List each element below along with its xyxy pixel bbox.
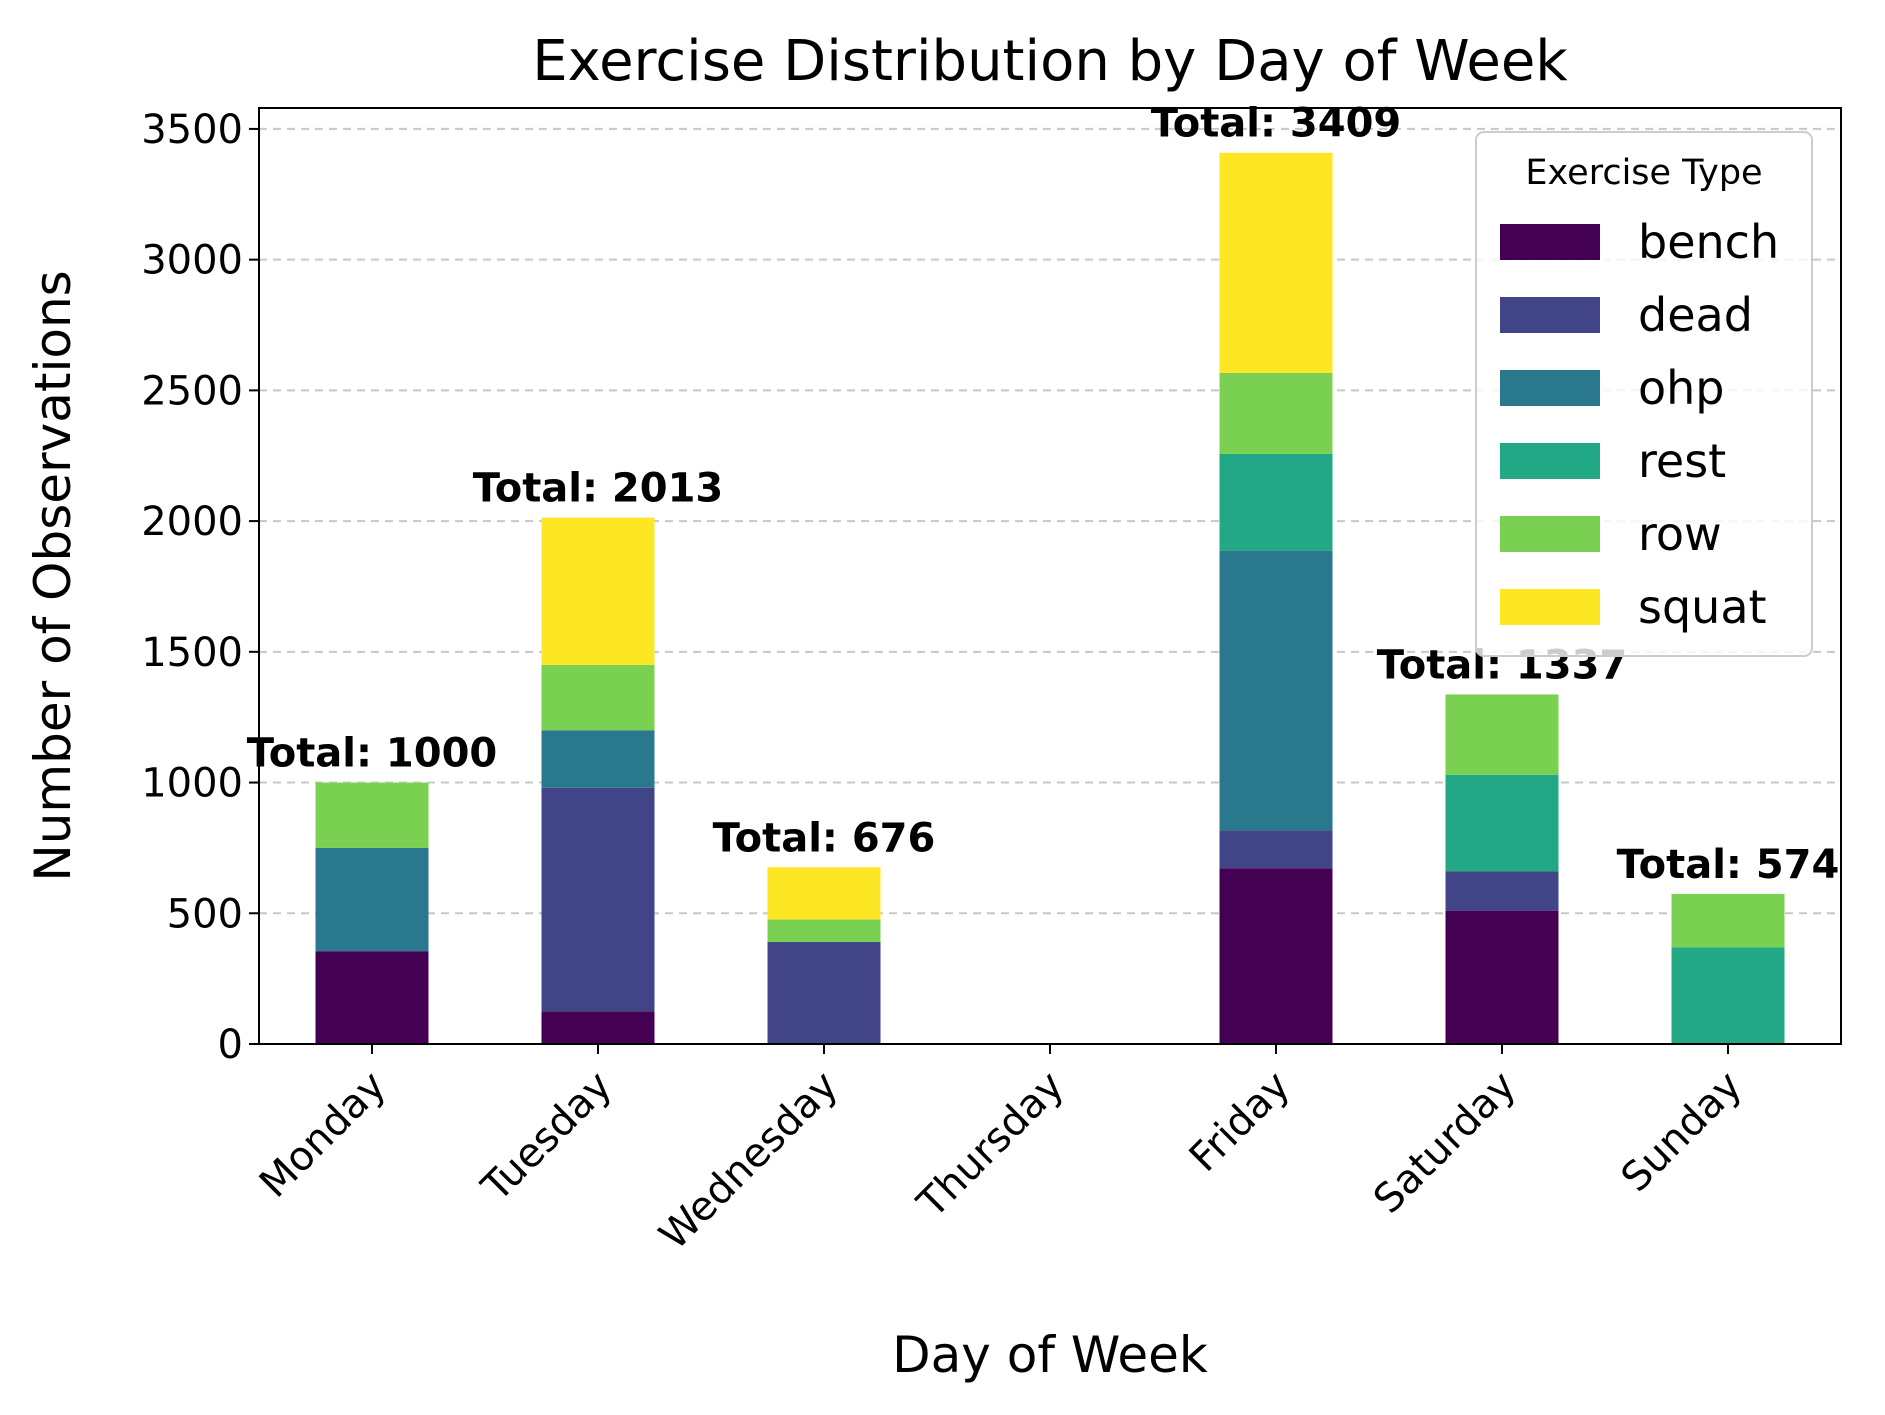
legend-label-row: row [1638,507,1722,561]
bar-segment-squat-tuesday [541,517,655,665]
bar-segment-rest-saturday [1445,774,1559,872]
legend-swatch-rest [1500,443,1600,479]
bar-segment-row-saturday [1445,694,1559,775]
bar-segment-rest-friday [1219,453,1333,551]
total-label: Total: 574 [1617,842,1840,888]
y-tick-label: 2000 [141,499,243,545]
y-tick-label: 1500 [141,630,243,676]
y-tick-label: 500 [167,891,243,937]
bar-segment-dead-friday [1219,830,1333,869]
bar-segment-squat-friday [1219,152,1333,373]
y-tick-label: 0 [218,1022,243,1068]
legend-label-ohp: ohp [1638,361,1725,415]
legend-swatch-bench [1500,224,1600,260]
total-label: Total: 676 [713,815,936,861]
bar-segment-dead-wednesday [767,942,881,1044]
legend-swatch-ohp [1500,370,1600,406]
x-axis-label: Day of Week [892,1326,1208,1384]
bar-segment-bench-tuesday [541,1011,655,1044]
chart-title: Exercise Distribution by Day of Week [532,29,1568,94]
y-axis-label: Number of Observations [24,270,82,881]
y-tick-label: 1000 [141,761,243,807]
bar-segment-row-friday [1219,372,1333,454]
bar-segment-row-monday [315,782,429,848]
bars [315,152,1785,1044]
legend-swatch-row [1500,516,1600,552]
total-labels: Total: 1000 Total: 2013 Total: 676 Total: 3… [247,101,1840,888]
bar-segment-ohp-monday [315,847,429,952]
legend-label-rest: rest [1638,434,1726,488]
legend: Exercise Type bench dead ohp rest row squat [1475,131,1813,657]
legend-title: Exercise Type [1525,153,1762,193]
y-tick-label: 2500 [141,368,243,414]
legend-items: bench dead ohp rest row squat [1500,215,1779,634]
bar-segment-bench-saturday [1445,910,1559,1044]
legend-swatch-dead [1500,297,1600,333]
bar-segment-dead-saturday [1445,871,1559,911]
bar-segment-row-wednesday [767,919,881,943]
bar-segment-bench-friday [1219,868,1333,1044]
bar-segment-ohp-tuesday [541,730,655,788]
total-label: Total: 3409 [1151,101,1402,147]
bar-segment-bench-monday [315,951,429,1044]
legend-swatch-squat [1500,589,1600,625]
legend-label-dead: dead [1638,288,1753,342]
bar-segment-dead-tuesday [541,787,655,1012]
bar-segment-row-tuesday [541,664,655,731]
legend-label-bench: bench [1638,215,1779,269]
y-tick-label: 3500 [141,107,243,153]
bar-segment-squat-wednesday [767,867,881,920]
bar-segment-rest-sunday [1671,947,1785,1044]
bar-segment-row-sunday [1671,893,1785,948]
y-tick-label: 3000 [141,238,243,284]
bar-segment-ohp-friday [1219,550,1333,831]
total-label: Total: 1000 [247,731,498,777]
total-label: Total: 2013 [473,466,724,512]
legend-label-squat: squat [1638,580,1767,634]
